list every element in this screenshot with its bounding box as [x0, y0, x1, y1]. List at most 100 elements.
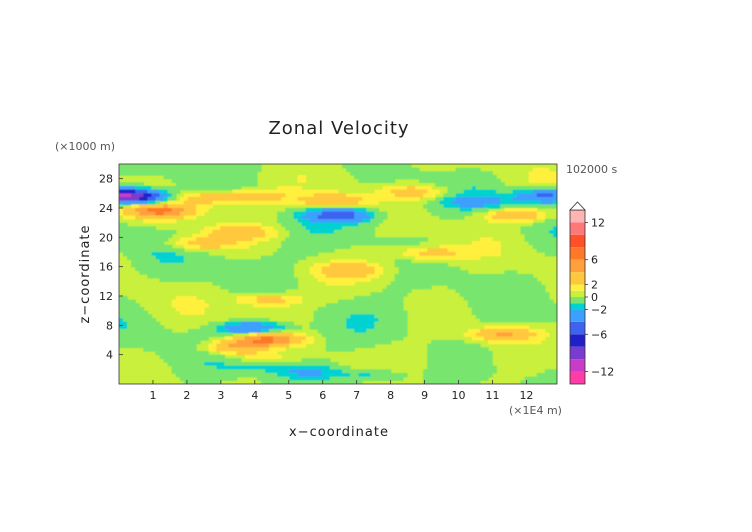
- field-cell: [321, 321, 327, 326]
- field-cell: [443, 175, 449, 180]
- field-cell: [305, 369, 311, 374]
- field-cell: [528, 193, 534, 198]
- field-cell: [301, 211, 307, 216]
- field-cell: [508, 288, 513, 293]
- field-cell: [378, 299, 384, 304]
- field-cell: [204, 373, 209, 378]
- field-cell: [358, 380, 363, 384]
- field-cell: [224, 376, 230, 381]
- field-cell: [346, 365, 351, 370]
- field-cell: [163, 167, 169, 172]
- field-cell: [244, 365, 250, 370]
- field-cell: [171, 193, 177, 198]
- field-cell: [297, 336, 303, 341]
- field-cell: [516, 325, 522, 330]
- field-cell: [492, 215, 497, 220]
- field-cell: [277, 215, 282, 220]
- field-cell: [260, 277, 266, 282]
- field-cell: [232, 343, 238, 348]
- field-cell: [220, 321, 226, 326]
- field-cell: [346, 281, 351, 286]
- field-cell: [285, 241, 290, 246]
- field-cell: [447, 211, 453, 216]
- field-cell: [305, 222, 311, 227]
- field-cell: [208, 226, 213, 231]
- field-cell: [147, 164, 153, 169]
- field-cell: [244, 369, 250, 374]
- field-cell: [402, 237, 408, 242]
- field-cell: [366, 299, 372, 304]
- field-cell: [398, 277, 404, 282]
- field-cell: [479, 307, 485, 312]
- field-cell: [378, 296, 384, 301]
- field-cell: [419, 171, 424, 176]
- field-cell: [479, 332, 485, 337]
- field-cell: [171, 200, 177, 205]
- field-cell: [171, 178, 177, 183]
- field-cell: [269, 354, 274, 359]
- y-tick-label: 24: [99, 202, 113, 215]
- field-cell: [329, 329, 335, 334]
- field-cell: [443, 178, 449, 183]
- field-cell: [305, 226, 311, 231]
- field-cell: [131, 255, 136, 260]
- field-cell: [163, 274, 169, 279]
- field-cell: [127, 167, 132, 172]
- field-cell: [273, 197, 278, 202]
- field-cell: [532, 233, 538, 238]
- field-cell: [151, 259, 157, 264]
- field-cell: [297, 189, 303, 194]
- field-cell: [406, 189, 412, 194]
- field-cell: [382, 171, 388, 176]
- field-cell: [281, 248, 286, 253]
- field-cell: [496, 186, 501, 191]
- field-cell: [415, 266, 420, 271]
- field-cell: [350, 241, 355, 246]
- field-cell: [358, 230, 363, 235]
- field-cell: [427, 189, 432, 194]
- field-cell: [540, 373, 546, 378]
- field-cell: [171, 365, 177, 370]
- field-cell: [532, 200, 538, 205]
- field-cell: [427, 171, 432, 176]
- field-cell: [297, 244, 303, 249]
- field-cell: [147, 318, 153, 323]
- field-cell: [463, 332, 469, 337]
- field-cell: [200, 299, 205, 304]
- field-cell: [540, 292, 546, 297]
- field-cell: [277, 354, 282, 359]
- field-cell: [175, 215, 181, 220]
- field-cell: [378, 340, 384, 345]
- field-cell: [212, 237, 217, 242]
- field-cell: [119, 171, 124, 176]
- field-cell: [455, 340, 461, 345]
- field-cell: [297, 365, 303, 370]
- field-cell: [147, 347, 153, 352]
- field-cell: [232, 241, 238, 246]
- field-cell: [366, 270, 372, 275]
- field-cell: [248, 296, 254, 301]
- field-cell: [281, 296, 286, 301]
- field-cell: [297, 211, 303, 216]
- field-cell: [143, 252, 148, 257]
- field-cell: [512, 274, 518, 279]
- field-cell: [139, 193, 144, 198]
- field-cell: [309, 380, 315, 384]
- field-cell: [183, 171, 189, 176]
- field-cell: [378, 211, 384, 216]
- field-cell: [321, 215, 327, 220]
- field-cell: [520, 211, 526, 216]
- field-cell: [342, 211, 347, 216]
- field-cell: [455, 274, 461, 279]
- field-cell: [435, 255, 440, 260]
- field-cell: [301, 226, 307, 231]
- field-cell: [402, 175, 408, 180]
- field-cell: [402, 288, 408, 293]
- field-cell: [398, 186, 404, 191]
- field-cell: [435, 266, 440, 271]
- field-cell: [455, 175, 461, 180]
- field-cell: [248, 230, 254, 235]
- field-cell: [228, 270, 234, 275]
- field-cell: [139, 241, 144, 246]
- field-cell: [548, 204, 554, 209]
